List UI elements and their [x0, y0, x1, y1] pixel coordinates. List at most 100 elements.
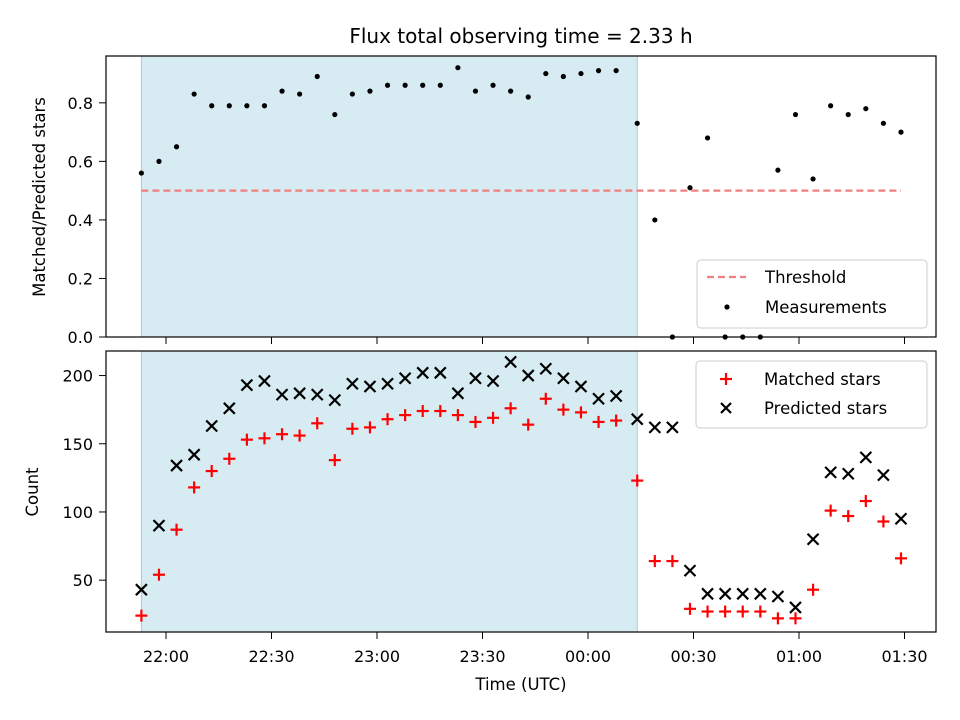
matched-stars-point [276, 428, 289, 441]
matched-stars-point [789, 612, 802, 625]
bottom-y-axis-label: Count [23, 467, 42, 517]
bottom-y-tick-label: 100 [62, 503, 93, 522]
predicted-stars-point [574, 380, 588, 393]
matched-stars-point [311, 417, 324, 430]
top-panel: 0.00.20.40.60.8 Matched/Predicted stars … [30, 55, 937, 347]
matched-stars-point [152, 568, 165, 581]
top-axes-frame [105, 55, 937, 338]
bottom-axes-frame [105, 350, 937, 633]
top-y-tick-label: 0.6 [68, 152, 93, 171]
predicted-stars-point [416, 366, 429, 380]
matched-stars-point [754, 605, 767, 618]
measurement-point [367, 88, 373, 94]
measurement-point [279, 88, 285, 94]
legend-threshold-label: Threshold [764, 268, 846, 287]
matched-stars-point [135, 609, 148, 622]
matched-stars-point [487, 411, 500, 424]
matched-stars-point [574, 406, 587, 419]
predicted-stars-point [187, 448, 201, 461]
measurement-point [349, 91, 355, 97]
measurement-point [543, 70, 549, 77]
matched-stars-point [807, 583, 820, 596]
legend-predicted-label: Predicted stars [764, 399, 887, 418]
x-tick-label: 22:00 [143, 647, 189, 666]
measurement-point [525, 94, 531, 100]
measurement-point [704, 135, 711, 141]
matched-stars-point [170, 523, 183, 536]
predicted-stars-point [451, 387, 465, 400]
measurement-point [687, 185, 693, 191]
matched-stars-point [399, 409, 412, 422]
predicted-stars-point [135, 583, 148, 596]
predicted-stars-point [630, 412, 644, 426]
measurement-point [420, 82, 426, 88]
matched-stars-point [504, 402, 517, 415]
measurement-point [472, 88, 479, 94]
matched-stars-point [666, 555, 679, 568]
matched-stars-point [434, 405, 447, 418]
matched-stars-point [363, 421, 376, 434]
top-y-tick-label: 0.8 [68, 94, 93, 113]
measurement-point [332, 111, 338, 118]
measurement-point [297, 91, 303, 97]
measurement-point [792, 111, 799, 118]
predicted-stars-point [346, 377, 359, 391]
measurement-point [828, 103, 834, 109]
top-y-axis-label: Matched/Predicted stars [30, 97, 49, 297]
matched-stars-point [539, 392, 552, 405]
matched-stars-point [648, 555, 661, 568]
predicted-stars-point [521, 369, 535, 382]
measurement-point [156, 158, 162, 164]
predicted-stars-point [539, 362, 553, 376]
measurement-point [226, 103, 232, 109]
legend-matched-label: Matched stars [764, 370, 881, 389]
measurement-point [437, 82, 443, 88]
legend-measurements-swatch [724, 304, 730, 310]
measurement-point [402, 82, 408, 88]
matched-stars-point [701, 605, 714, 618]
predicted-stars-point [859, 451, 873, 464]
predicted-stars-point [877, 468, 890, 482]
measurement-point [898, 129, 904, 135]
measurement-point [261, 103, 268, 109]
x-tick-label: 01:00 [776, 647, 822, 666]
bottom-panel: 50 100 150 200 22:00 22:30 23:00 23:30 00:00 00:3… [23, 350, 937, 694]
matched-stars-point [258, 432, 271, 445]
measurement-point [455, 65, 461, 71]
top-shaded-span [140, 55, 638, 338]
x-axis-label: Time (UTC) [474, 675, 566, 694]
matched-stars-point [683, 602, 696, 615]
predicted-stars-point [806, 532, 820, 546]
measurement-point [775, 167, 781, 173]
top-y-tick-label: 0.4 [68, 211, 93, 230]
predicted-stars-point [381, 377, 394, 391]
matched-stars-point [894, 552, 907, 565]
predicted-stars-point [486, 374, 500, 388]
matched-stars-point [736, 605, 749, 618]
predicted-stars-point [469, 372, 482, 385]
bottom-y-tick-label: 200 [62, 367, 93, 386]
matched-stars-point [877, 515, 890, 528]
measurement-point [613, 68, 619, 74]
top-y-tick-label: 0.0 [68, 328, 93, 347]
measurement-point [191, 91, 197, 97]
measurement-point [314, 73, 320, 80]
predicted-stars-point [152, 519, 166, 532]
measurement-point [173, 144, 180, 150]
matched-stars-point [223, 452, 236, 465]
bottom-legend: Matched stars Predicted stars [695, 360, 928, 429]
measurement-point [508, 88, 514, 94]
predicted-stars-point [398, 372, 412, 385]
matched-stars-point [240, 433, 253, 446]
matched-stars-point [381, 413, 394, 426]
matched-stars-point [416, 405, 429, 418]
predicted-stars-point [683, 564, 697, 577]
matched-stars-point [557, 403, 570, 416]
chart-title: Flux total observing time = 2.33 h [349, 24, 692, 48]
predicted-stars-point [223, 402, 236, 415]
top-legend-box [696, 259, 928, 329]
measurement-point [578, 70, 584, 77]
predicted-stars-point [701, 587, 714, 601]
predicted-stars-point [293, 387, 306, 400]
